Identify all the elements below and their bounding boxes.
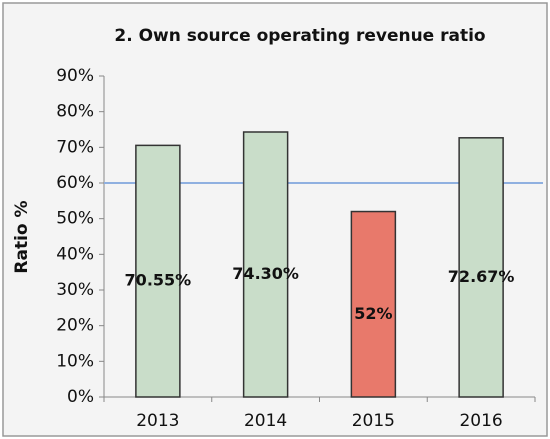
y-tick-label: 0%	[67, 387, 94, 407]
bar	[242, 131, 289, 398]
chart-title: 2. Own source operating revenue ratio	[114, 26, 485, 46]
y-tick-label: 90%	[56, 66, 94, 86]
x-tick-label: 2016	[459, 411, 502, 431]
bar	[135, 144, 181, 398]
value-label: 52%	[354, 304, 392, 323]
y-tick-label: 80%	[56, 102, 94, 122]
y-axis-label: Ratio %	[12, 200, 32, 273]
y-tick-label: 70%	[56, 137, 94, 157]
value-label: 74.30%	[232, 264, 299, 283]
y-tick-label: 30%	[56, 280, 94, 300]
x-tick-label: 2014	[244, 411, 287, 431]
bar	[350, 210, 397, 398]
y-tick-label: 10%	[56, 351, 94, 371]
value-label: 72.67%	[448, 267, 515, 286]
y-tick-label: 40%	[56, 244, 94, 264]
y-tick-label: 50%	[56, 209, 94, 229]
y-tick-label: 20%	[56, 316, 94, 336]
x-tick-label: 2013	[136, 411, 179, 431]
bar	[458, 137, 504, 398]
value-label: 70.55%	[125, 271, 192, 290]
x-tick-label: 2015	[352, 411, 395, 431]
y-tick-label: 60%	[56, 173, 94, 193]
